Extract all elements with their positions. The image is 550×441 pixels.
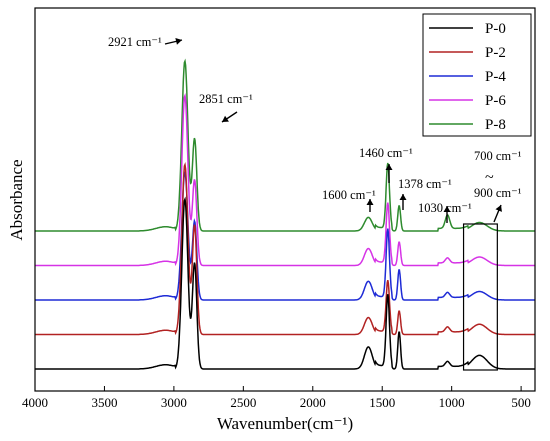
annotation-arrowhead-1030 (443, 206, 451, 212)
x-tick-label: 2000 (300, 395, 326, 410)
annotation-label-900: 900 cm⁻¹ (474, 186, 522, 200)
x-tick-label: 1000 (439, 395, 465, 410)
legend-box (422, 13, 532, 137)
x-tick-label: 4000 (22, 395, 48, 410)
legend-label-p-0: P-0 (485, 21, 506, 37)
x-axis-title: Wavenumber(cm⁻¹) (217, 414, 353, 433)
legend-label-p-4: P-4 (485, 69, 506, 85)
annotation-arrowhead-1378 (399, 194, 407, 200)
series-line-p-6 (35, 92, 535, 267)
annotation-arrowhead-2921 (175, 37, 182, 45)
annotation-label-1030: 1030 cm⁻¹ (418, 201, 472, 215)
legend: P-0 P-2 P-4 P-6 P-8 (422, 13, 532, 137)
x-axis-ticks: 4000 3500 3000 2500 2000 1500 1000 500 (22, 386, 531, 410)
annotation-arrowhead-1460 (385, 164, 393, 170)
annotation-label-tilde: ~ (485, 169, 494, 186)
x-tick-label: 3500 (91, 395, 117, 410)
series-line-p-8 (35, 58, 535, 232)
legend-label-p-2: P-2 (485, 45, 506, 61)
annotation-label-700: 700 cm⁻¹ (474, 149, 522, 163)
series-line-p-2 (35, 161, 535, 336)
annotation-arrowhead-2851 (222, 115, 229, 122)
series-line-p-0 (35, 196, 535, 370)
annotation-label-2921: 2921 cm⁻¹ (108, 35, 162, 49)
series-line-p-4 (35, 170, 535, 301)
annotation-label-1600: 1600 cm⁻¹ (322, 188, 376, 202)
spectra-traces (35, 58, 535, 370)
x-tick-label: 2500 (230, 395, 256, 410)
annotation-label-2851: 2851 cm⁻¹ (199, 92, 253, 106)
plot-frame (34, 7, 536, 392)
annotation-label-1378: 1378 cm⁻¹ (398, 177, 452, 191)
x-tick-label: 500 (511, 395, 531, 410)
annotation-arrowhead-900 (495, 205, 502, 212)
legend-label-p-8: P-8 (485, 117, 506, 133)
y-axis-title: Absorbance (7, 159, 26, 240)
legend-label-p-6: P-6 (485, 93, 506, 109)
annotation-label-1460: 1460 cm⁻¹ (359, 146, 413, 160)
peak-annotations: 2921 cm⁻¹ 2851 cm⁻¹ 1600 cm⁻¹ 1460 cm⁻¹ 1378… (108, 35, 522, 223)
x-tick-label: 1500 (369, 395, 395, 410)
annotation-arrowhead-1600 (366, 199, 374, 205)
x-tick-label: 3000 (161, 395, 187, 410)
highlight-region-box (462, 223, 498, 371)
